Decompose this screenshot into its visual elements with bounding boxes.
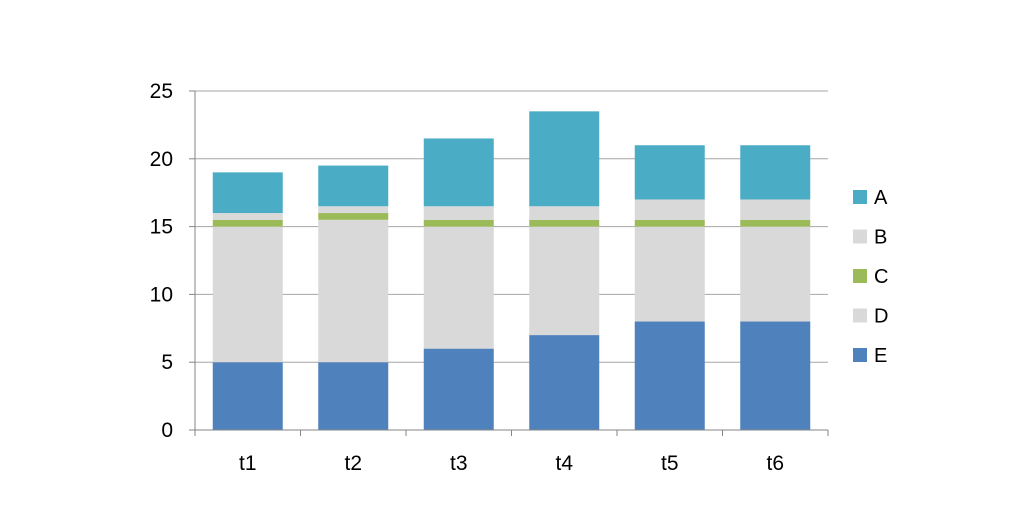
bar-segment-C-t3 bbox=[423, 219, 494, 227]
axes: 0 5 10 15 20 25 t1 t2 t3 t4 t5 t6 bbox=[150, 80, 829, 475]
x-tick-label: t4 bbox=[555, 452, 573, 475]
bar-segment-E-t5 bbox=[634, 321, 705, 430]
legend-swatch-A bbox=[853, 190, 867, 204]
bar-segment-D-t2 bbox=[318, 219, 389, 363]
y-tick-label: 10 bbox=[150, 283, 173, 306]
bar-segment-B-t1 bbox=[212, 213, 283, 220]
bar-segment-A-t2 bbox=[318, 165, 389, 207]
y-tick-label: 0 bbox=[161, 419, 173, 442]
bar-segment-B-t2 bbox=[318, 206, 389, 214]
bar-segment-D-t3 bbox=[423, 226, 494, 349]
legend-label-E: E bbox=[874, 345, 887, 367]
x-tick-label: t2 bbox=[344, 452, 362, 475]
legend-label-B: B bbox=[874, 227, 887, 249]
x-tick-label: t5 bbox=[661, 452, 679, 475]
bar-segment-D-t6 bbox=[740, 226, 811, 322]
bar-segment-A-t4 bbox=[529, 111, 600, 207]
legend-swatch-D bbox=[853, 308, 867, 323]
bar-segment-D-t1 bbox=[212, 226, 283, 363]
bar-segment-E-t3 bbox=[423, 348, 494, 430]
bars bbox=[212, 111, 811, 430]
y-tick-label: 25 bbox=[150, 80, 173, 103]
bar-segment-B-t4 bbox=[529, 206, 600, 220]
y-tick-label: 20 bbox=[150, 148, 173, 171]
bar-segment-D-t4 bbox=[529, 226, 600, 336]
bar-segment-C-t1 bbox=[212, 219, 283, 227]
legend-swatch-C bbox=[853, 269, 867, 283]
bar-segment-E-t2 bbox=[318, 362, 389, 430]
bar-segment-E-t6 bbox=[740, 321, 811, 430]
bar-segment-C-t4 bbox=[529, 219, 600, 227]
bar-segment-C-t5 bbox=[634, 219, 705, 227]
x-tick-label: t3 bbox=[450, 452, 468, 475]
bar-segment-E-t1 bbox=[212, 362, 283, 430]
bar-segment-B-t6 bbox=[740, 199, 811, 220]
x-tick-label: t6 bbox=[766, 452, 784, 475]
bar-segment-B-t5 bbox=[634, 199, 705, 220]
gridlines bbox=[195, 90, 828, 363]
bar-segment-C-t2 bbox=[318, 213, 389, 220]
legend-label-D: D bbox=[874, 306, 888, 328]
y-tick-label: 15 bbox=[150, 216, 173, 239]
bar-segment-B-t3 bbox=[423, 206, 494, 220]
bar-segment-D-t5 bbox=[634, 226, 705, 322]
legend-swatch-B bbox=[853, 229, 867, 244]
legend-label-A: A bbox=[874, 187, 888, 209]
legend-label-C: C bbox=[874, 266, 888, 288]
bar-segment-C-t6 bbox=[740, 219, 811, 227]
bar-segment-A-t3 bbox=[423, 138, 494, 207]
y-tick-label: 5 bbox=[161, 351, 173, 374]
x-tick-label: t1 bbox=[239, 452, 257, 475]
bar-segment-A-t1 bbox=[212, 172, 283, 214]
bar-segment-E-t4 bbox=[529, 335, 600, 430]
legend-swatch-E bbox=[853, 348, 867, 362]
bar-segment-A-t5 bbox=[634, 145, 705, 200]
bar-segment-A-t6 bbox=[740, 145, 811, 200]
